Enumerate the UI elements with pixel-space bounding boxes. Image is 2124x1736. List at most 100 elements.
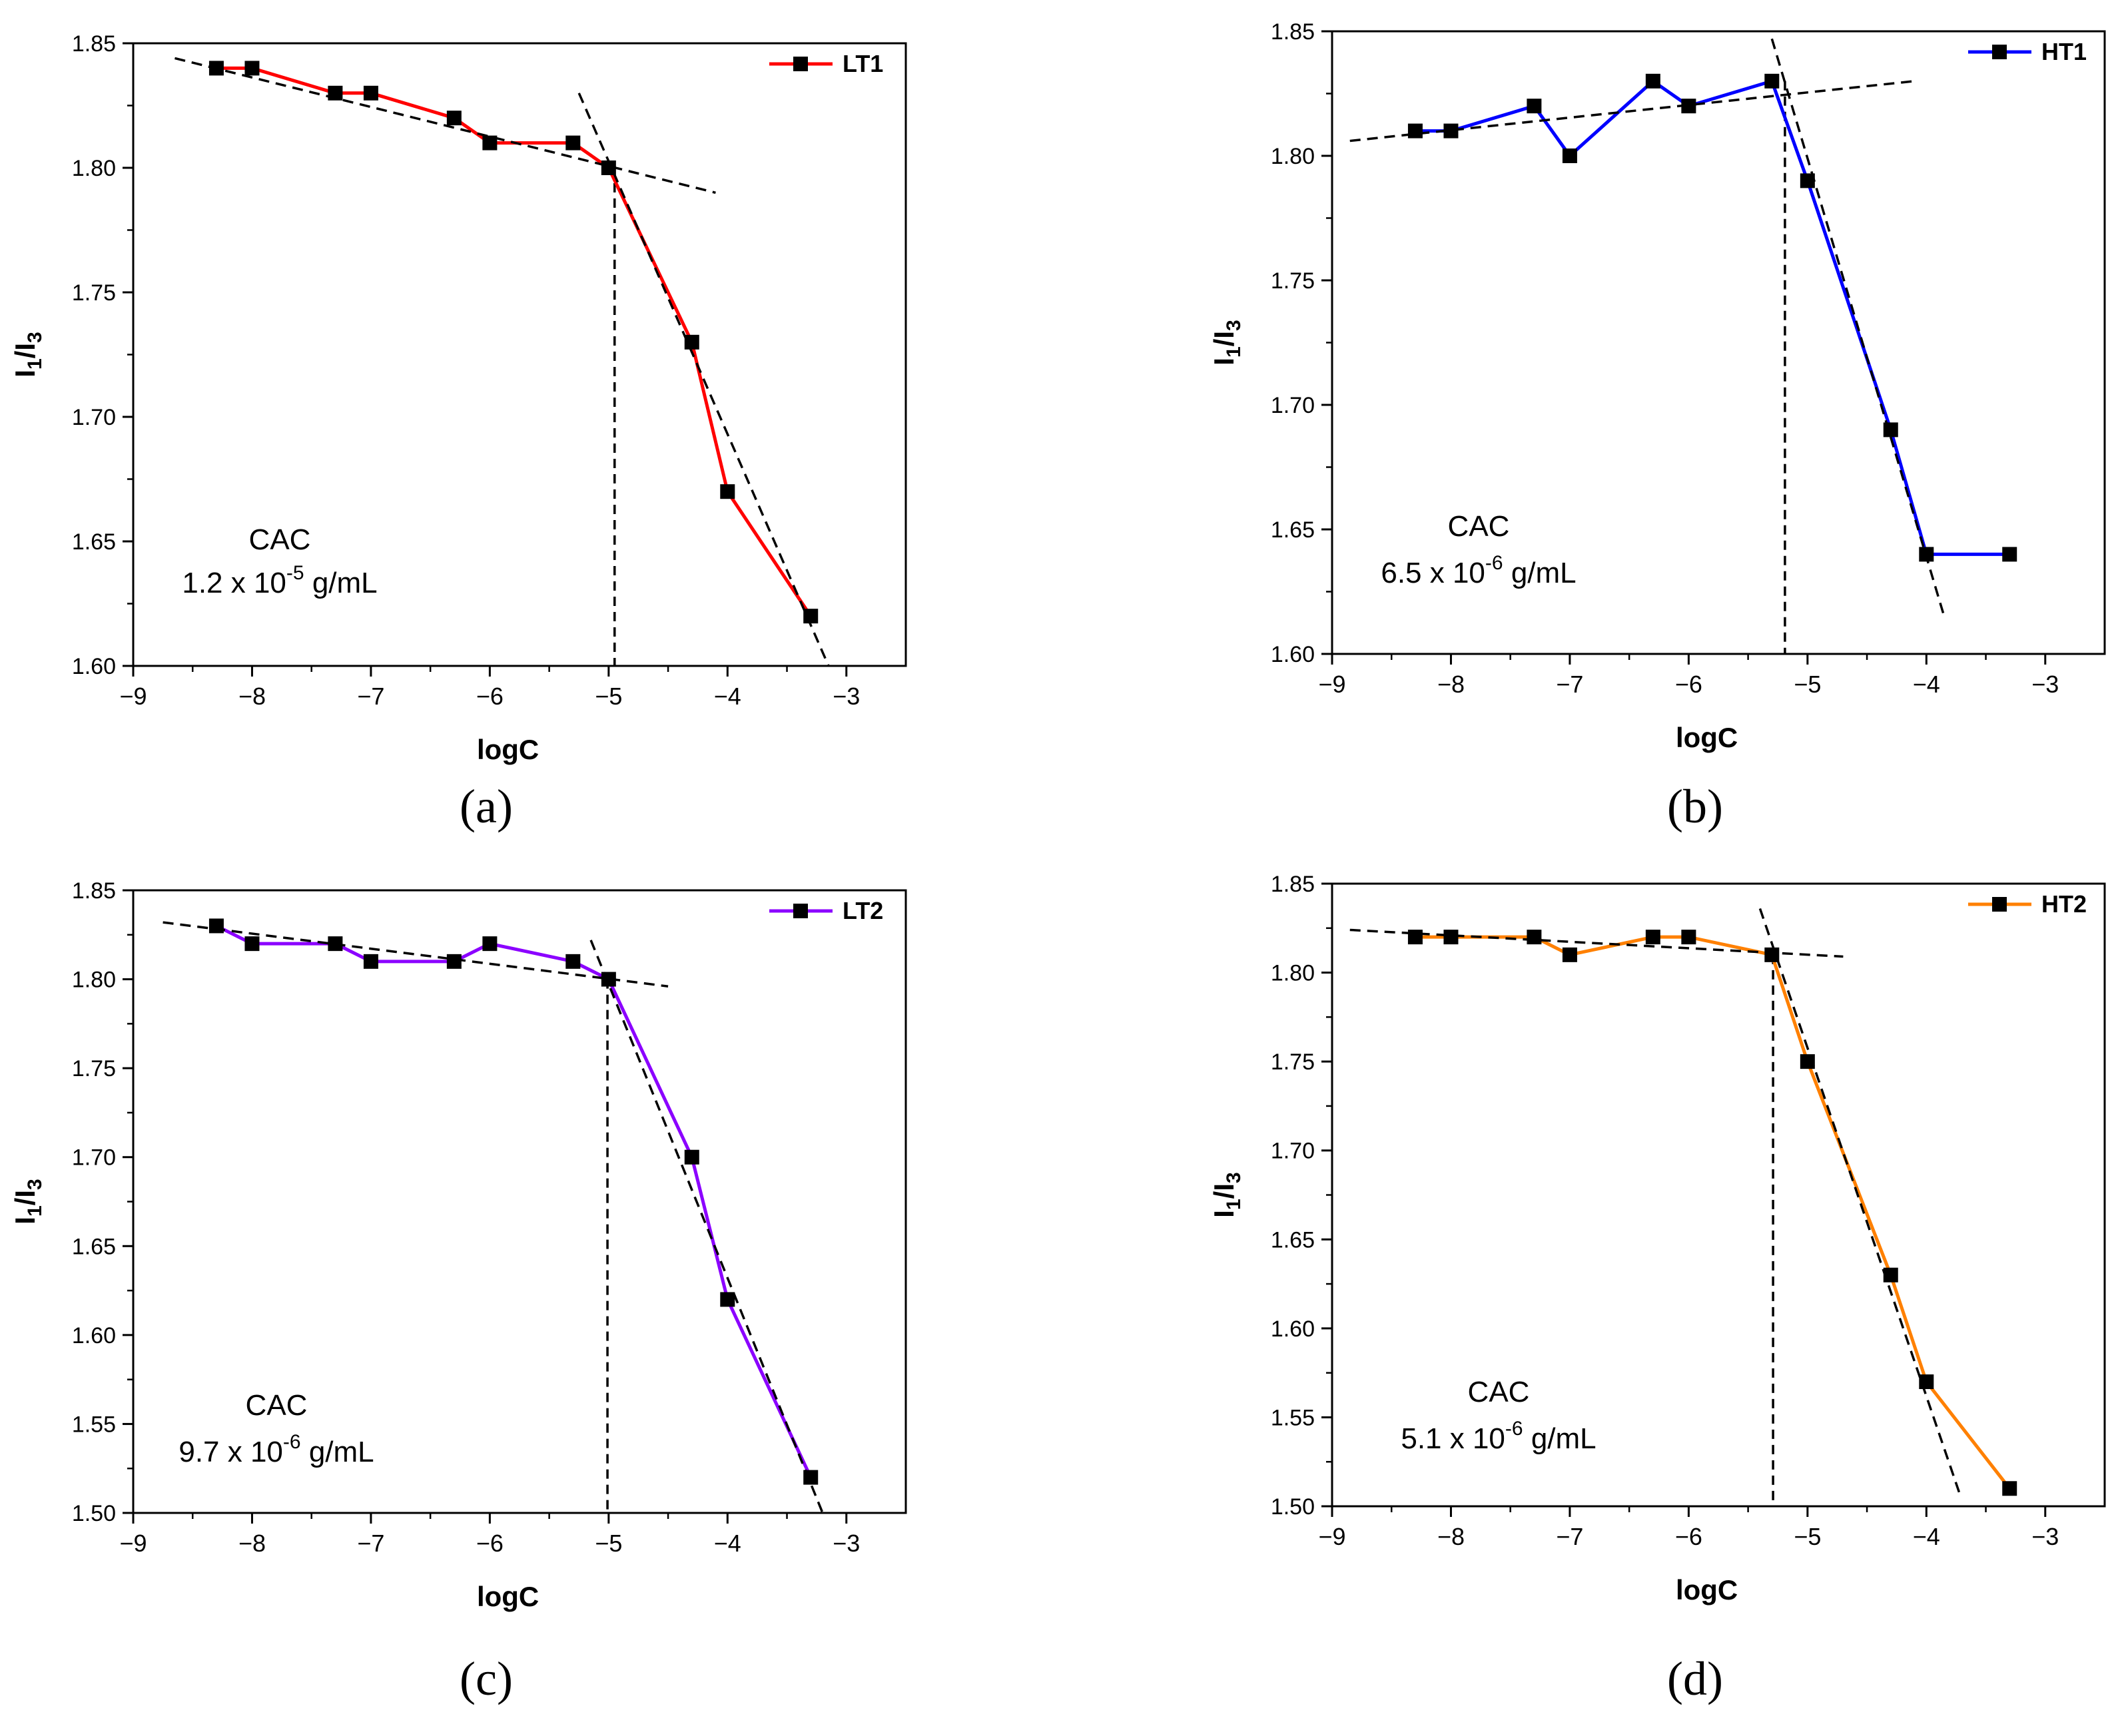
data-point [1527,930,1542,945]
data-point [328,936,343,952]
y-label-sub1: 1 [24,358,46,370]
x-axis-label: logC [477,734,539,765]
cac-value-exponent: -6 [1505,1418,1523,1440]
cac-value-prefix: 9.7 x 10 [178,1436,283,1468]
panel-label-c: (c) [460,1652,513,1705]
y-label-base: I [9,1217,41,1225]
y-tick-label: 1.50 [72,1501,116,1526]
panel-label-b: (b) [1667,780,1723,833]
data-point [1883,422,1898,437]
fit-line-2 [1770,38,1946,617]
x-tick-label: −8 [238,1530,266,1557]
y-label-base: I [9,370,41,378]
data-point [1681,99,1696,114]
data-point [482,936,498,952]
cac-value-suffix: g/mL [301,1436,374,1468]
x-tick-label: −3 [2031,671,2059,698]
x-tick-label: −9 [1318,671,1345,698]
cac-annotation-title: CAC [1448,510,1510,543]
y-tick-label: 1.65 [1271,1227,1315,1253]
x-tick-label: −5 [1794,1523,1821,1550]
legend: LT2 [769,897,883,924]
x-tick-label: −6 [1675,1523,1702,1550]
cac-value-suffix: g/mL [304,567,378,599]
x-tick-label: −7 [357,683,384,710]
y-tick-label: 1.80 [1271,961,1315,986]
x-tick-label: −7 [1556,671,1583,698]
cac-value-prefix: 5.1 x 10 [1401,1422,1505,1455]
fit-line-2 [577,93,830,667]
y-tick-label: 1.55 [72,1412,116,1437]
x-tick-label: −3 [833,1530,860,1557]
data-point [1919,547,1934,562]
x-tick-label: −8 [238,683,266,710]
data-point [328,85,343,101]
cac-value-prefix: 1.2 x 10 [182,567,286,599]
y-tick-label: 1.85 [72,878,116,904]
legend-swatch-marker [793,57,808,71]
y-tick-label: 1.85 [72,31,116,57]
y-tick-label: 1.65 [1271,517,1315,543]
fit-line-2 [589,940,824,1514]
data-point [1883,1267,1898,1283]
x-axis-label: logC [1676,1574,1738,1605]
data-point [601,972,616,987]
x-axis-label: logC [1676,722,1738,753]
data-point [244,936,260,952]
data-point [363,85,378,101]
x-tick-label: −8 [1437,1523,1465,1550]
data-point [1443,930,1459,945]
data-point [1681,930,1696,945]
y-label-base2: I [9,343,41,351]
y-tick-label: 1.70 [1271,393,1315,418]
y-label-base: I [1208,358,1239,366]
data-point [2002,1481,2017,1496]
data-point [208,918,224,934]
data-point [803,1470,819,1485]
x-tick-label: −6 [1675,671,1702,698]
x-tick-label: −8 [1437,671,1465,698]
data-point [1764,73,1780,89]
y-tick-label: 1.75 [72,280,116,306]
cac-value-prefix: 6.5 x 10 [1381,557,1485,589]
cac-annotation-value: 1.2 x 10-5 g/mL [182,562,377,599]
data-point [720,1292,735,1307]
fit-line-1 [1349,928,1844,958]
legend-label: HT2 [2041,890,2087,918]
y-tick-label: 1.60 [72,654,116,679]
x-tick-label: −4 [714,1530,741,1557]
x-tick-label: −4 [714,683,741,710]
legend-swatch-marker [1992,45,2007,59]
panel-label-d: (d) [1667,1652,1723,1705]
x-tick-label: −5 [595,683,622,710]
y-tick-label: 1.65 [72,1234,116,1259]
y-label-slash: / [1208,1191,1239,1199]
legend-label: LT2 [843,897,883,924]
cac-annotation-title: CAC [249,523,311,556]
data-point [2002,547,2017,562]
data-point [244,61,260,76]
y-tick-label: 1.80 [72,968,116,993]
y-tick-label: 1.85 [1271,19,1315,45]
y-tick-label: 1.60 [1271,1316,1315,1342]
x-tick-label: −7 [357,1530,384,1557]
series-line-ht1 [1415,79,2010,556]
data-point [803,609,819,624]
cac-value-suffix: g/mL [1503,557,1577,589]
x-tick-label: −5 [595,1530,622,1557]
data-point [565,135,581,150]
cac-annotation-title: CAC [1468,1376,1530,1408]
legend-label: HT1 [2041,38,2087,65]
y-tick-label: 1.80 [1271,144,1315,169]
data-point [1562,148,1577,163]
y-label-base: I [1208,1210,1239,1218]
x-tick-label: −5 [1794,671,1821,698]
y-label-sub1: 1 [1223,346,1245,358]
chart-panel-c: −9 −8 −7 −6 −5 −4 −3 1.50 1.55 1.60 1.65 1.70 1.75 1.… [9,878,907,1705]
data-point [720,484,735,499]
data-point [1562,947,1577,962]
y-label-sub1: 1 [1223,1199,1245,1210]
y-tick-label: 1.75 [1271,268,1315,294]
x-tick-label: −9 [119,1530,147,1557]
y-label-base2: I [1208,331,1239,339]
